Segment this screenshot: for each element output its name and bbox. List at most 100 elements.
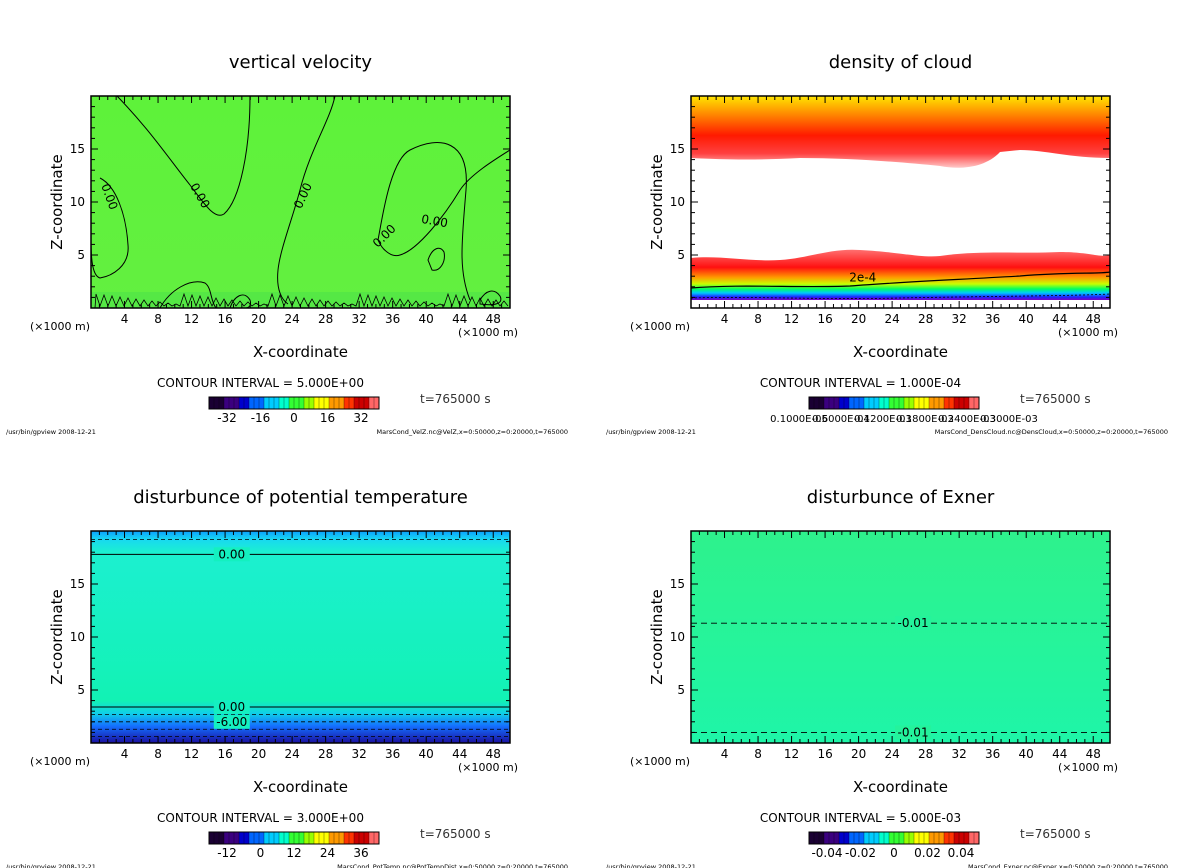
colorbar-cell [298, 396, 305, 410]
x-tick-label: 8 [754, 312, 762, 326]
contour-field [91, 531, 510, 743]
time-label: t=765000 s [1020, 392, 1091, 406]
y-axis: 5 10 15 [670, 541, 1110, 733]
y-tick-label: 10 [70, 195, 85, 209]
panel-4: disturbunce of Exner-0.01-0.014 8 12 16 20 24… [606, 487, 1168, 868]
colorbar-cell [283, 831, 290, 845]
colorbar-cell [313, 396, 320, 410]
colorbar-cell [293, 831, 300, 845]
colorbar-cell [823, 396, 830, 410]
x-tick-label: 12 [784, 747, 799, 761]
x-tick-label: 24 [884, 747, 899, 761]
colorbar-cell [288, 831, 295, 845]
colorbar-cell [818, 831, 825, 845]
contour-line-2e-4 [690, 271, 1111, 289]
x-tick-label: 44 [1052, 747, 1067, 761]
y-unit-label: (×1000 m) [630, 755, 690, 768]
y-axis: 5 10 15 [670, 106, 1110, 298]
colorbar-label: -16 [251, 411, 271, 425]
x-tick-label: 12 [184, 312, 199, 326]
contour-line-2 [116, 95, 251, 216]
colorbar-cell [363, 831, 370, 845]
x-tick-label: 16 [217, 312, 232, 326]
colorbar-cell [308, 831, 315, 845]
contour-line-1 [90, 177, 129, 279]
x-tick-label: 24 [884, 312, 899, 326]
contour-line-6 [479, 290, 502, 306]
x-tick-label: 36 [985, 312, 1000, 326]
x-tick-label: 48 [1086, 312, 1101, 326]
colorbar-cell [263, 831, 270, 845]
colorbar-label: 0.04 [948, 846, 975, 860]
colorbar-cell [348, 396, 355, 410]
y-axis: 5 10 15 [70, 541, 510, 733]
colorbar-cell [238, 831, 245, 845]
colorbar-cell [838, 831, 845, 845]
contour-interval: CONTOUR INTERVAL = 5.000E+00 [157, 376, 364, 390]
colorbar-cell [868, 831, 875, 845]
x-tick-label: 36 [385, 312, 400, 326]
chart-title: density of cloud [829, 52, 973, 73]
contour-interval: CONTOUR INTERVAL = 1.000E-04 [760, 376, 961, 390]
x-tick-label: 36 [385, 747, 400, 761]
colorbar-label: 12 [286, 846, 301, 860]
colorbar-cell [853, 831, 860, 845]
colorbar-cell [938, 396, 945, 410]
contour-label-bg [895, 725, 932, 740]
colorbar-cell [843, 831, 850, 845]
contour-label-bg [213, 547, 250, 562]
y-unit-label: (×1000 m) [30, 755, 90, 768]
colorbar: -12 0 12 24 36 [208, 831, 380, 860]
colorbar-label: 0.1000E-05 [770, 414, 828, 425]
colorbar-cell [288, 396, 295, 410]
upper-cloud-band [691, 96, 1110, 168]
x-tick-label: 40 [1019, 312, 1034, 326]
contour-line-4 [377, 142, 511, 301]
colorbar-cell [923, 831, 930, 845]
colorbar-cell [953, 396, 960, 410]
colorbar-label: -0.02 [845, 846, 876, 860]
x-tick-label: 20 [251, 747, 266, 761]
x-unit-label: (×1000 m) [1058, 761, 1118, 774]
colorbar-cell [878, 831, 885, 845]
colorbar-frame [808, 396, 980, 410]
x-tick-label: 36 [985, 747, 1000, 761]
colorbar-cell [848, 831, 855, 845]
colorbar-cell [893, 396, 900, 410]
footer-source: MarsCond_DensCloud.nc@DensCloud,x=0:5000… [935, 428, 1168, 436]
colorbar-cell [218, 396, 225, 410]
x-tick-label: 24 [284, 312, 299, 326]
colorbar-cell [233, 831, 240, 845]
colorbar-frame [808, 831, 980, 845]
colorbar-cell [943, 831, 950, 845]
colorbar-cell [253, 831, 260, 845]
colorbar-frame [208, 831, 380, 845]
colorbar-cell [268, 396, 275, 410]
x-tick-label: 40 [419, 312, 434, 326]
colorbar-cell [353, 396, 360, 410]
colorbar-cell [833, 396, 840, 410]
colorbar-cell [263, 396, 270, 410]
colorbar-label: 0.2400E-03 [938, 414, 996, 425]
contour-field [90, 95, 511, 309]
y-tick-label: 15 [670, 142, 685, 156]
x-tick-label: 32 [352, 747, 367, 761]
colorbar-cell [243, 396, 250, 410]
colorbar-cell [938, 831, 945, 845]
colorbar-cell [878, 396, 885, 410]
colorbar-cell [318, 396, 325, 410]
colorbar-cell [238, 396, 245, 410]
colorbar-cell [868, 396, 875, 410]
colorbar-cell [888, 396, 895, 410]
colorbar-cell [968, 396, 975, 410]
x-tick-label: 44 [452, 747, 467, 761]
y-tick-label: 5 [677, 248, 685, 262]
colorbar-label: 16 [320, 411, 335, 425]
field-fill [691, 531, 1110, 743]
colorbar-cell [918, 831, 925, 845]
y-tick-label: 10 [670, 195, 685, 209]
colorbar-cell [958, 831, 965, 845]
colorbar-label: 0.02 [914, 846, 941, 860]
panel-3: disturbunce of potential temperature 0.00… [6, 487, 568, 868]
contour-line-5 [427, 247, 445, 271]
